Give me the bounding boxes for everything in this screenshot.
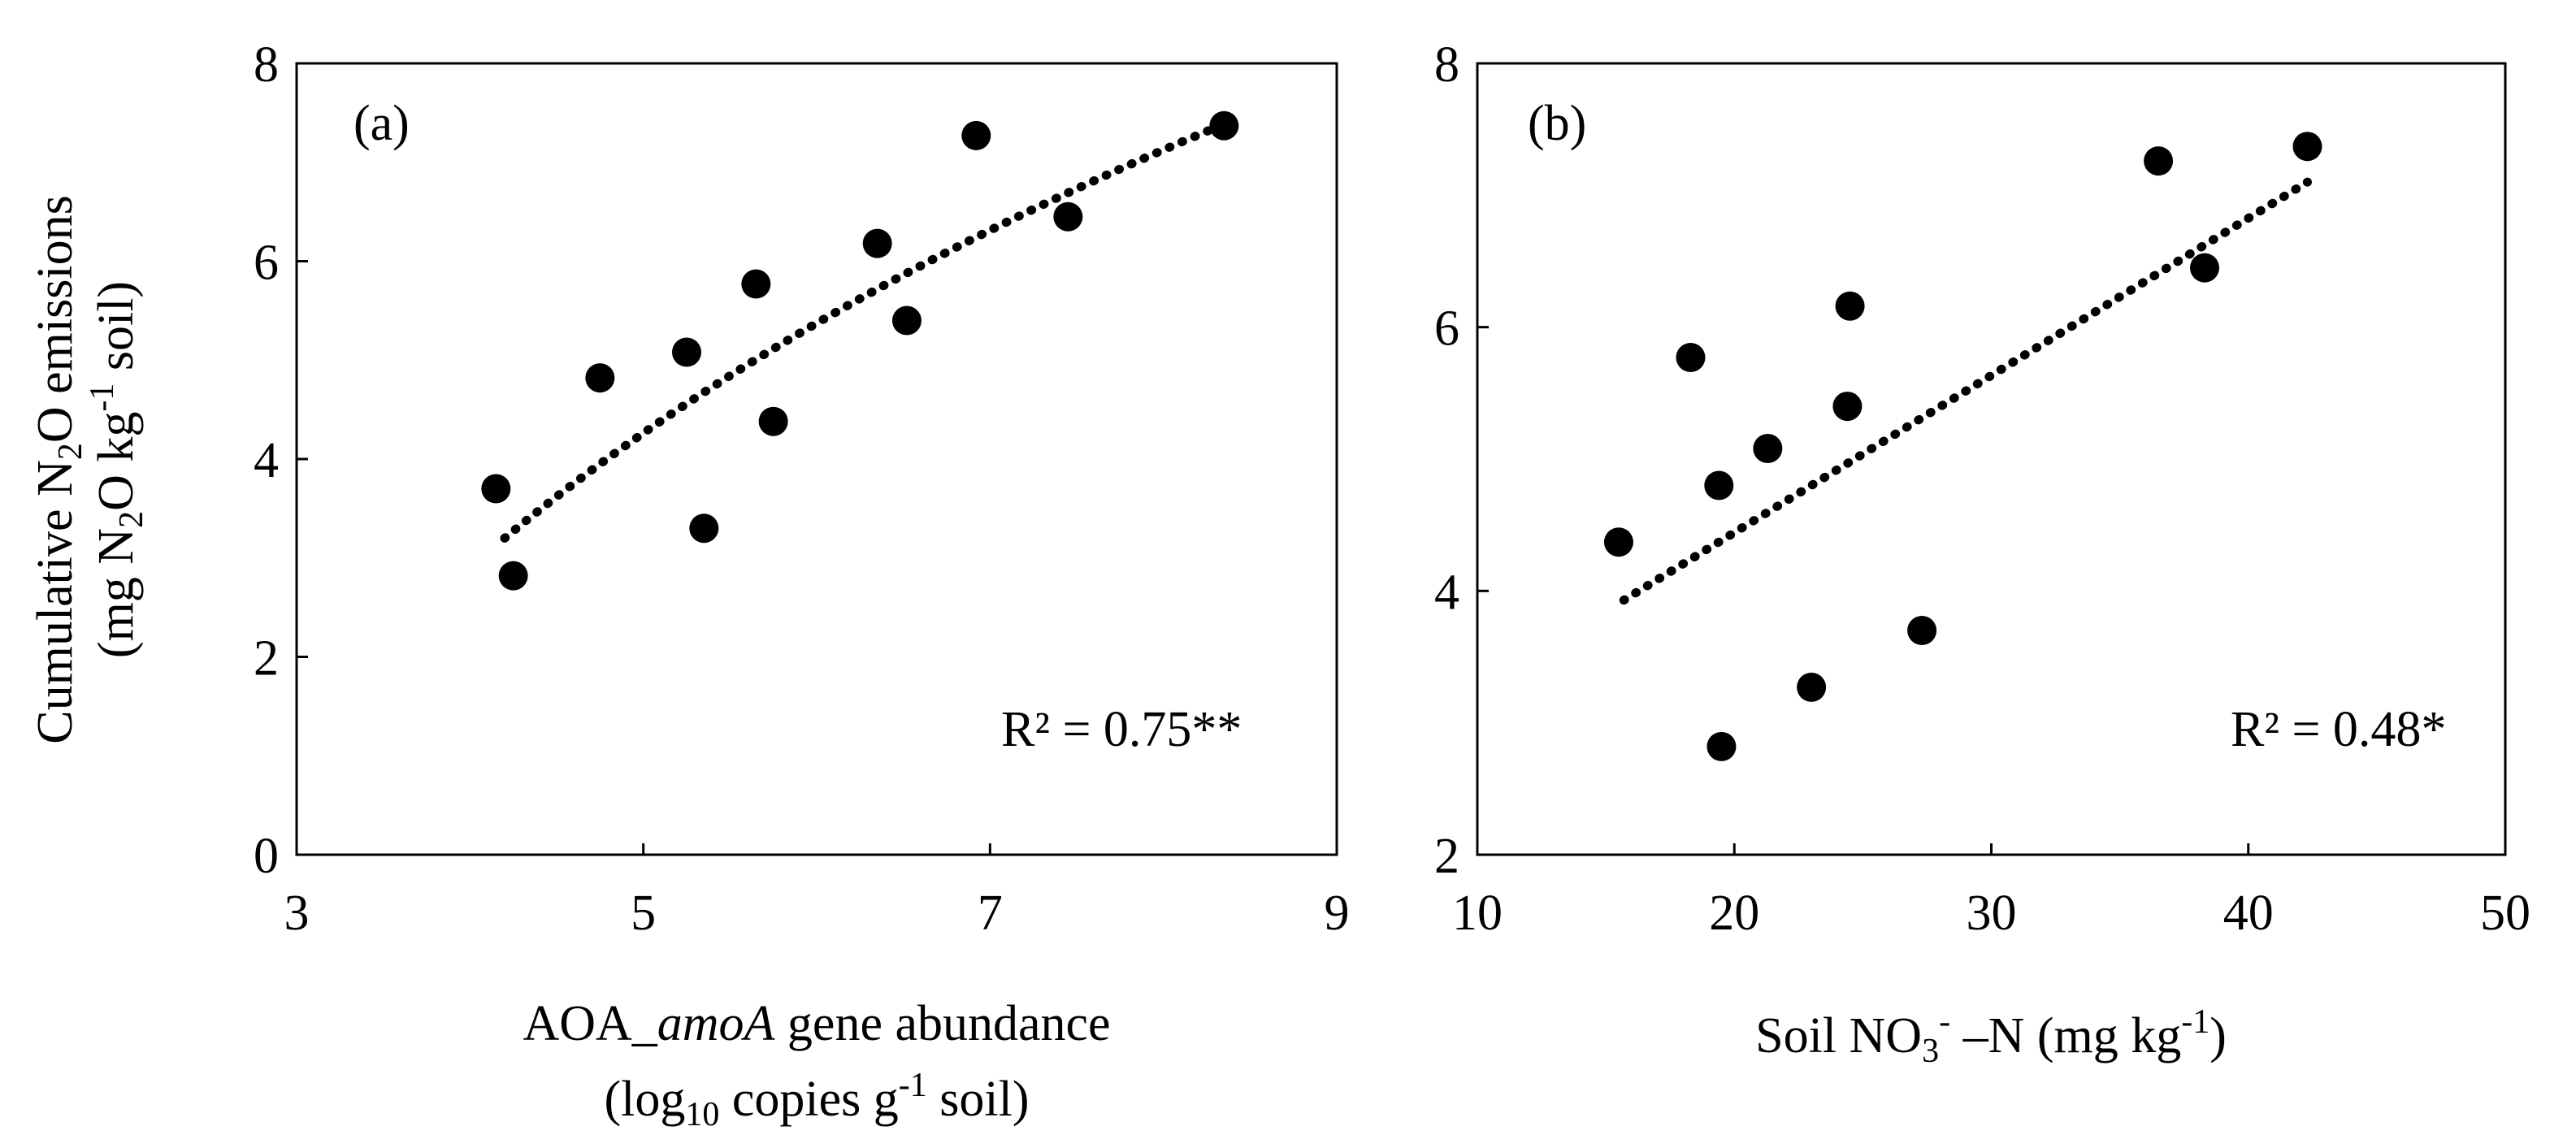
- data-point-b-1: [1676, 343, 1706, 373]
- r2-annotation-a: R² = 0.75**: [1001, 702, 1242, 757]
- x-tick-label-a-0: 3: [284, 886, 310, 941]
- y-tick-label-b-3: 8: [1434, 37, 1459, 93]
- x-tick-label-b-2: 30: [1967, 886, 2017, 941]
- data-point-a-7: [862, 228, 892, 258]
- x-axis-title-a-line2: (log10 copies g-1 soil): [605, 1067, 1030, 1133]
- y-tick-label-a-0: 0: [254, 829, 279, 884]
- x-tick-label-a-2: 7: [978, 886, 1003, 941]
- x-axis-title-b: Soil NO3- –N (mg kg-1): [1755, 1003, 2227, 1070]
- panel-a: 0 2 4 6 8 3 5 7 9 (a) R² = 0.75** AOA_amoA gene …: [254, 37, 1350, 1133]
- data-point-b-4: [1753, 434, 1783, 464]
- data-point-a-4: [689, 513, 719, 544]
- y-tick-label-a-4: 8: [254, 37, 279, 93]
- x-tick-label-a-1: 5: [631, 886, 656, 941]
- data-point-a-5: [741, 269, 771, 299]
- y-tick-label-b-1: 4: [1434, 565, 1459, 620]
- data-point-a-10: [1053, 201, 1083, 232]
- data-point-b-3: [1706, 731, 1737, 761]
- y-tick-label-b-0: 2: [1434, 829, 1459, 884]
- data-point-a-3: [672, 337, 701, 367]
- y-axis-title-line2: (mg N2O kg-1 soil): [84, 281, 150, 658]
- y-tick-label-a-3: 6: [254, 236, 279, 291]
- axes-a: 0 2 4 6 8 3 5 7 9: [254, 37, 1350, 941]
- x-tick-label-b-0: 10: [1452, 886, 1503, 941]
- data-point-b-9: [2144, 146, 2174, 176]
- data-point-b-5: [1797, 672, 1827, 702]
- data-point-b-10: [2189, 253, 2219, 283]
- y-tick-label-a-2: 4: [254, 433, 279, 488]
- data-point-b-6: [1832, 392, 1863, 422]
- axes-b: 2 4 6 8 10 20 30 40 50: [1434, 37, 2530, 941]
- data-point-b-11: [2292, 132, 2322, 162]
- data-point-a-6: [758, 406, 788, 436]
- data-point-a-1: [498, 561, 528, 591]
- data-point-b-0: [1603, 527, 1633, 557]
- data-point-a-0: [481, 474, 511, 504]
- r2-annotation-b: R² = 0.48*: [2231, 702, 2446, 757]
- points-a: [481, 110, 1239, 591]
- x-axis-title-a-line1: AOA_amoA gene abundance: [523, 996, 1110, 1051]
- data-point-b-2: [1704, 470, 1734, 500]
- trendline-b: [1619, 177, 2312, 605]
- x-tick-label-a-3: 9: [1325, 886, 1350, 941]
- data-point-a-9: [961, 120, 991, 150]
- data-point-a-11: [1209, 110, 1239, 141]
- data-point-b-7: [1835, 291, 1865, 321]
- y-tick-label-b-2: 6: [1434, 301, 1459, 357]
- x-tick-label-b-3: 40: [2223, 886, 2274, 941]
- data-point-a-8: [891, 305, 922, 336]
- data-point-a-2: [585, 363, 615, 393]
- data-point-b-8: [1907, 616, 1937, 646]
- panel-label-b: (b): [1528, 96, 1586, 151]
- panel-label-a: (a): [353, 96, 410, 151]
- y-axis-title-line1: Cumulative N2O emissions: [28, 195, 89, 743]
- panel-b: 2 4 6 8 10 20 30 40 50 (b) R² = 0.48* Soil NO3- …: [1434, 37, 2530, 1070]
- trendline-a: [500, 123, 1221, 543]
- y-tick-label-a-1: 2: [254, 631, 279, 687]
- points-b: [1603, 132, 2322, 761]
- x-tick-label-b-1: 20: [1709, 886, 1759, 941]
- x-tick-label-b-4: 50: [2480, 886, 2530, 941]
